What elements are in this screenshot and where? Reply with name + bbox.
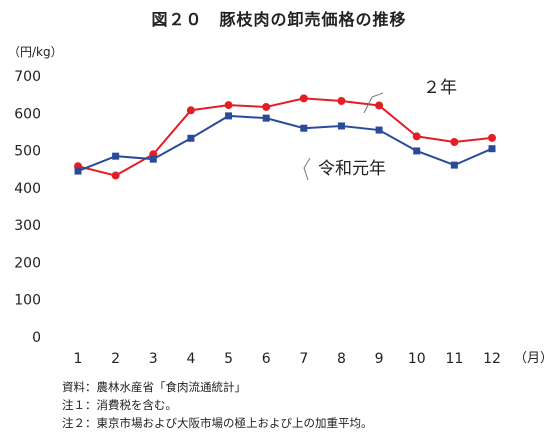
data-point xyxy=(300,124,308,132)
data-point xyxy=(224,101,233,110)
data-point xyxy=(488,133,496,142)
x-tick-label: 3 xyxy=(149,351,158,367)
data-point xyxy=(187,134,195,142)
source-note: 資料：農林水産省「食肉流通統計」 xyxy=(62,380,246,394)
data-point xyxy=(375,126,383,134)
data-point xyxy=(262,102,271,111)
y-tick-label: 500 xyxy=(14,144,41,160)
footnote-1: 注１：消費税を含む。 xyxy=(62,398,177,412)
series-line xyxy=(77,97,493,177)
data-point xyxy=(74,167,82,175)
x-tick-label: 11 xyxy=(445,351,463,367)
data-point xyxy=(450,137,459,146)
y-tick-label: 400 xyxy=(14,181,41,197)
data-point xyxy=(225,112,233,120)
chart-title: 図２０ 豚枝肉の卸売価格の推移 xyxy=(151,10,407,29)
data-point xyxy=(111,171,120,180)
x-tick-label: 7 xyxy=(299,351,308,367)
x-tick-label: 12 xyxy=(483,351,501,367)
y-axis-ticks: 0 100 200 300 400 500 600 700 xyxy=(14,69,41,346)
x-axis-unit-label: （月） xyxy=(514,351,553,366)
series-layer xyxy=(74,94,496,180)
x-tick-label: 6 xyxy=(262,351,271,367)
data-point xyxy=(262,114,270,122)
x-tick-label: 8 xyxy=(337,351,346,367)
data-point xyxy=(299,94,308,103)
data-point xyxy=(337,122,345,130)
y-tick-label: 0 xyxy=(32,330,41,346)
data-point xyxy=(337,96,346,105)
y-tick-label: 200 xyxy=(14,255,41,271)
x-axis-ticks: 1 2 3 4 5 6 7 8 9 10 11 12 xyxy=(74,351,501,367)
legend-label: 令和元年 xyxy=(318,159,386,179)
y-axis-unit-label: （円/kg） xyxy=(8,45,63,59)
x-tick-label: 2 xyxy=(111,351,120,367)
y-tick-label: 600 xyxy=(14,106,41,122)
data-point xyxy=(413,147,421,155)
x-tick-label: 9 xyxy=(375,351,384,367)
data-point xyxy=(186,106,195,115)
data-point xyxy=(149,155,157,163)
x-tick-label: 10 xyxy=(408,351,426,367)
data-point xyxy=(450,161,458,169)
data-point xyxy=(412,132,421,141)
data-point xyxy=(112,152,120,160)
legend-leader-line xyxy=(303,157,311,181)
legend-leader-line xyxy=(363,92,384,114)
legend-label: ２年 xyxy=(423,78,457,98)
y-tick-label: 700 xyxy=(14,69,41,85)
x-tick-label: 5 xyxy=(224,351,233,367)
source-notes: 資料：農林水産省「食肉流通統計」 注１：消費税を含む。 注２：東京市場および大阪… xyxy=(62,378,373,432)
data-point xyxy=(488,145,496,153)
x-tick-label: 1 xyxy=(74,351,83,367)
x-tick-label: 4 xyxy=(186,351,195,367)
data-point xyxy=(375,101,384,110)
series-line xyxy=(77,114,493,173)
footnote-2: 注２：東京市場および大阪市場の極上および上の加重平均。 xyxy=(62,416,373,430)
y-tick-label: 300 xyxy=(14,218,41,234)
y-tick-label: 100 xyxy=(14,293,41,309)
